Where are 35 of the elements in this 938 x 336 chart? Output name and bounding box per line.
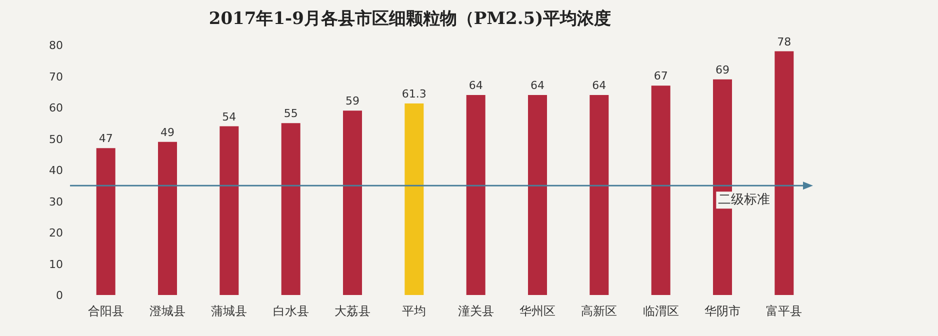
data-label: 55 — [284, 107, 298, 120]
x-tick-label: 合阳县 — [88, 304, 124, 318]
x-tick-label: 潼关县 — [458, 304, 494, 318]
x-tick-label: 富平县 — [766, 304, 802, 318]
x-tick-label: 白水县 — [272, 304, 309, 318]
y-tick-label: 20 — [49, 226, 63, 240]
y-tick-label: 40 — [49, 164, 63, 177]
y-tick-label: 80 — [49, 39, 63, 52]
ref-line-label: 二级标准 — [718, 192, 770, 208]
title: 2017年1-9月各县市区细颗粒物（PM2.5)平均浓度 — [208, 9, 612, 29]
x-tick-label: 平均 — [402, 304, 426, 318]
x-tick-label: 蒲城县 — [211, 304, 248, 318]
x-tick-label: 高新区 — [581, 304, 618, 318]
data-label: 64 — [592, 79, 606, 92]
data-label: 61.3 — [402, 87, 426, 100]
data-label: 64 — [468, 79, 483, 92]
data-label: 54 — [222, 110, 236, 124]
x-tick-label: 澄城县 — [150, 304, 186, 318]
data-label: 47 — [98, 132, 113, 146]
y-tick-label: 10 — [49, 258, 63, 271]
y-tick-label: 50 — [49, 132, 63, 146]
x-tick-label: 临渭区 — [642, 304, 679, 318]
x-tick-label: 大荔县 — [334, 304, 370, 318]
data-label: 69 — [716, 63, 730, 76]
data-label: 59 — [346, 94, 360, 108]
y-tick-label: 0 — [56, 289, 63, 302]
data-label: 67 — [654, 70, 668, 83]
x-tick-label: 华州区 — [520, 304, 556, 318]
data-label: 49 — [160, 126, 174, 139]
data-label: 78 — [777, 35, 792, 48]
data-label: 64 — [530, 79, 544, 92]
y-tick-label: 30 — [49, 195, 63, 208]
y-tick-label: 60 — [49, 102, 63, 114]
x-tick-label: 华阴市 — [704, 304, 740, 318]
y-tick-label: 70 — [49, 70, 63, 84]
